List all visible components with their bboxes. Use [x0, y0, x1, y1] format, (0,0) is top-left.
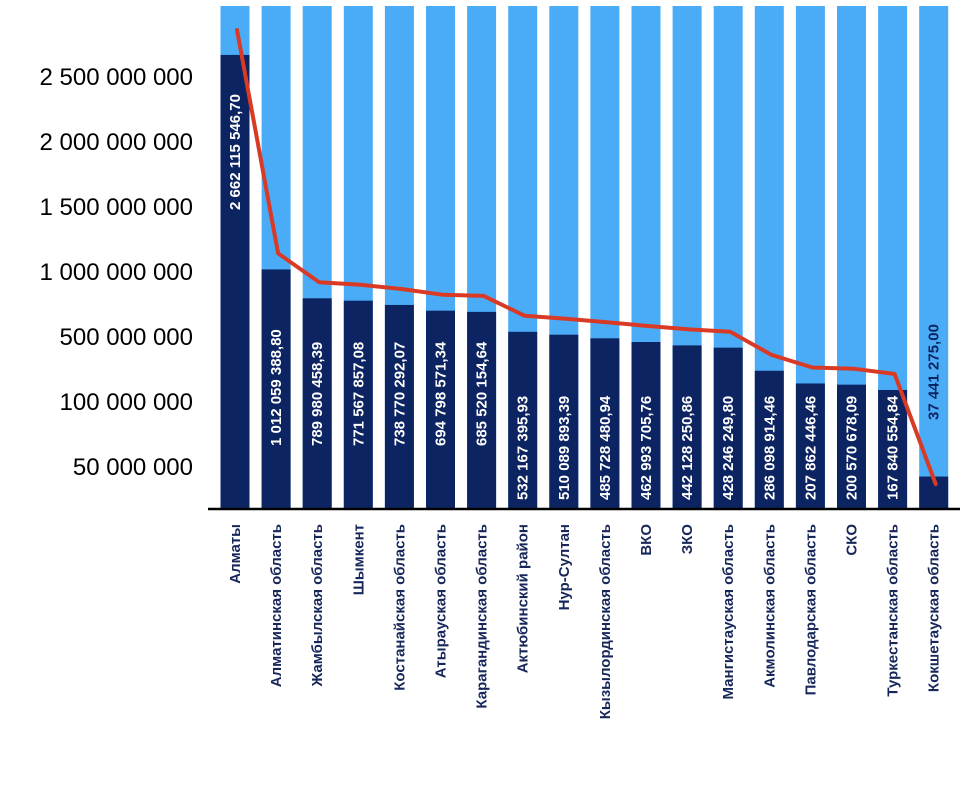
category-label: Алматы: [227, 524, 244, 584]
category-label: Шымкент: [350, 524, 367, 595]
data-labels: 2 662 115 546,70 1 012 059 388,80 789 980 …: [227, 94, 943, 500]
data-label: 510 089 893,39: [556, 396, 573, 500]
bar: [590, 338, 620, 508]
data-label: 442 128 250,86: [679, 396, 696, 500]
bar: [343, 300, 373, 508]
bar: [672, 345, 702, 508]
category-label: Атырауская область: [433, 524, 450, 678]
category-label: СКО: [844, 524, 861, 556]
bar: [220, 54, 250, 508]
data-label: 694 798 571,34: [433, 341, 450, 446]
data-label: 771 567 857,08: [350, 342, 367, 446]
bar: [837, 384, 866, 508]
bar: [713, 347, 743, 508]
bar: [549, 334, 579, 508]
data-label: 207 862 446,46: [802, 396, 819, 500]
data-label: 685 520 154,64: [474, 341, 491, 446]
category-label: Жамбылская область: [309, 524, 326, 687]
bar: [302, 298, 332, 508]
y-tick-label: 1 000 000 000: [40, 259, 193, 286]
y-tick-label: 2 000 000 000: [40, 129, 193, 156]
category-label: Костанайская область: [391, 524, 408, 691]
y-tick-label: 1 500 000 000: [40, 194, 193, 221]
category-label: Павлодарская область: [802, 524, 819, 695]
data-label: 2 662 115 546,70: [227, 94, 244, 210]
trend-line-layer: [235, 28, 938, 486]
bar: [261, 269, 291, 508]
data-label: 37 441 275,00: [926, 324, 943, 420]
category-label: Акмолинская область: [761, 524, 778, 688]
category-label: Карагандинская область: [474, 524, 491, 709]
category-label: Алматинская область: [268, 524, 285, 687]
category-label: Нур-Султан: [556, 524, 573, 610]
trend-line: [235, 28, 938, 486]
bar: [426, 310, 455, 508]
category-label: Актюбинский район: [515, 524, 532, 673]
data-label: 1 012 059 388,80: [268, 329, 285, 446]
category-label: Туркестанская область: [885, 524, 902, 697]
category-label: Кокшетауская область: [926, 524, 943, 692]
y-axis-ticks: 2 500 000 000 2 000 000 000 1 500 000 000 1…: [40, 64, 193, 481]
data-label: 462 993 705,76: [638, 396, 655, 500]
y-tick-label: 100 000 000: [60, 389, 193, 416]
bars: [220, 54, 949, 508]
data-label: 200 570 678,09: [844, 396, 861, 500]
data-label: 532 167 395,93: [515, 396, 532, 500]
bar: [878, 389, 908, 508]
data-label: 738 770 292,07: [391, 342, 408, 446]
bar: [467, 311, 497, 508]
bar: [508, 331, 538, 508]
bar: [754, 370, 784, 508]
y-tick-label: 50 000 000: [73, 454, 193, 481]
data-label: 485 728 480,94: [597, 395, 614, 500]
bar: [631, 342, 661, 508]
y-tick-label: 500 000 000: [60, 324, 193, 351]
category-label: Мангистауская область: [720, 524, 737, 700]
data-label: 286 098 914,46: [761, 396, 778, 500]
category-label: ВКО: [638, 524, 655, 556]
bar: [384, 304, 414, 508]
data-label: 428 246 249,80: [720, 396, 737, 500]
bar: [795, 383, 825, 508]
category-label: Кызылординская область: [597, 524, 614, 719]
y-tick-label: 2 500 000 000: [40, 64, 193, 91]
data-label: 789 980 458,39: [309, 342, 326, 446]
data-label: 167 840 554,84: [885, 395, 902, 500]
category-labels: Алматы Алматинская область Жамбылская обла…: [227, 524, 943, 720]
category-label: ЗКО: [679, 524, 696, 555]
background-bar: [919, 6, 949, 508]
